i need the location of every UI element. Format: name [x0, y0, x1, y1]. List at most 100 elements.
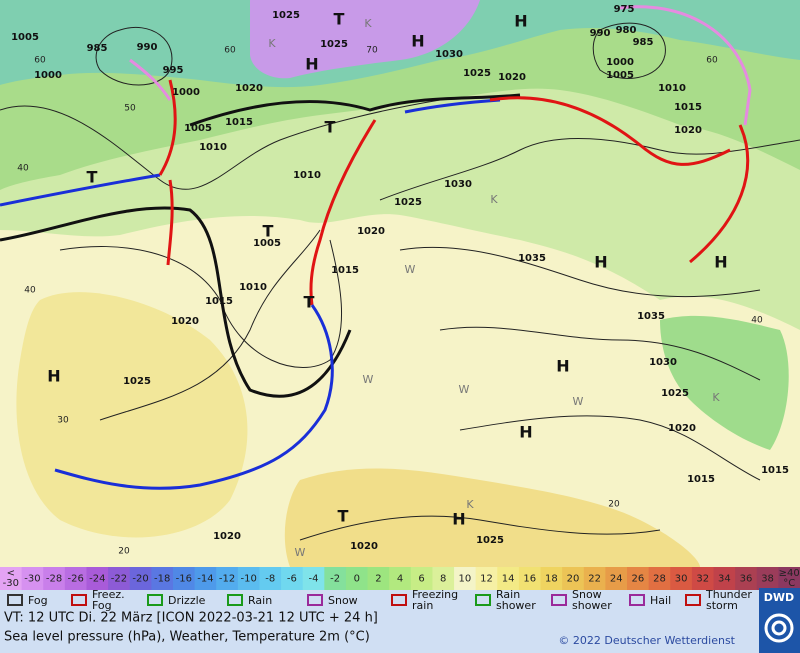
isobar-label: 1015 [761, 465, 789, 476]
colorbar-cell [410, 567, 433, 590]
air-mass-letter: K [490, 193, 498, 206]
green-region [660, 315, 789, 450]
colorbar-cell [540, 567, 563, 590]
copyright: © 2022 Deutscher Wetterdienst [558, 634, 735, 647]
colorbar-label: 6 [418, 574, 424, 585]
pressure-system: H [411, 32, 424, 51]
colorbar-label: -30 [24, 574, 40, 585]
isotherm-label: 30 [57, 416, 69, 426]
legend-label: Snow [328, 594, 358, 607]
air-mass-letter: W [405, 263, 416, 276]
colorbar-label: -16 [176, 574, 192, 585]
colorbar-label: 4 [397, 574, 403, 585]
colorbar-label: 8 [440, 574, 446, 585]
legend-label: Rain shower [496, 588, 536, 612]
isobar-label: 1000 [606, 57, 634, 68]
isobar-label: 1030 [444, 179, 472, 190]
pressure-system: T [304, 293, 315, 312]
colorbar-label: -18 [154, 574, 170, 585]
legend-symbol [551, 594, 567, 606]
isotherm-label: 50 [124, 104, 136, 114]
colorbar-cell [670, 567, 693, 590]
occlusion [619, 5, 752, 126]
colorbar-label: 36 [740, 574, 753, 585]
colorbar-cell [324, 567, 347, 590]
pressure-system: T [334, 10, 345, 29]
colorbar-label: -26 [68, 574, 84, 585]
colorbar-label: ≥40 [779, 568, 800, 579]
trough-line [0, 206, 352, 398]
isobar-label: 990 [137, 42, 158, 53]
legend-symbol [7, 594, 23, 606]
colorbar-cell [259, 567, 282, 590]
colorbar-label: 2 [375, 574, 381, 585]
isobar-label: 1030 [435, 49, 463, 60]
isobar-label: 1015 [331, 265, 359, 276]
colorbar-label: -22 [111, 574, 127, 585]
isobar-label: 990 [590, 28, 611, 39]
colorbar-cell [389, 567, 412, 590]
colorbar-cell [367, 567, 390, 590]
colorbar-label: -14 [197, 574, 213, 585]
isobar-label: 1015 [674, 102, 702, 113]
isobar-label: 1015 [225, 117, 253, 128]
legend-label: Snow shower [572, 588, 612, 612]
legend-symbol [475, 594, 491, 606]
colorbar-cell [43, 567, 66, 590]
colorbar-cell [454, 567, 477, 590]
legend-symbol [147, 594, 163, 606]
isotherm-label: 20 [118, 547, 130, 557]
warm-front [158, 79, 177, 266]
isobar-label: 1010 [658, 83, 686, 94]
air-mass-letter: K [364, 17, 372, 30]
colorbar-cell [151, 567, 174, 590]
map: 1005 985 990 995 1000 1000 1005 1010 1015 1020 102… [0, 0, 800, 567]
isobar-label: 1010 [199, 142, 227, 153]
legend-label: Freez. Fog [92, 588, 125, 612]
colorbar-label: 38 [761, 574, 774, 585]
isobar-label: 1005 [606, 70, 634, 81]
isobar-label: 1025 [394, 197, 422, 208]
legend-label: Freezing rain [412, 588, 458, 612]
colorbar-cell [713, 567, 736, 590]
air-mass-letter: W [573, 395, 584, 408]
colorbar-label: 24 [610, 574, 623, 585]
colorbar-label: -2 [330, 574, 340, 585]
dwd-logo-mark [771, 620, 787, 636]
pressure-system: H [594, 253, 607, 272]
colorbar-label: -10 [240, 574, 256, 585]
isobar-label: 995 [163, 65, 184, 76]
pressure-system: T [338, 507, 349, 526]
colorbar-cell [129, 567, 152, 590]
isotherm-label: 70 [366, 46, 378, 56]
air-mass-letter: W [295, 546, 306, 559]
dwd-logo-mark [764, 613, 794, 643]
isobars [0, 22, 800, 541]
colorbar-cell [302, 567, 325, 590]
legend-symbol [71, 594, 87, 606]
isobar-label: 1005 [11, 32, 39, 43]
warm-region [284, 468, 700, 567]
colorbar-cell [518, 567, 542, 590]
isobar-label: 980 [616, 25, 637, 36]
isobar-label: 1010 [293, 170, 321, 181]
air-mass-letter: W [363, 373, 374, 386]
colorbar-cell [432, 567, 455, 590]
legend-symbol [307, 594, 323, 606]
colorbar-label: 30 [675, 574, 688, 585]
footer-background [0, 590, 800, 653]
colorbar-label: 18 [545, 574, 558, 585]
colorbar-label: -30 [3, 578, 19, 589]
isobar-label: 1010 [239, 282, 267, 293]
isobar-label: 1015 [205, 296, 233, 307]
colorbar-cell [605, 567, 628, 590]
cold-front [0, 173, 161, 207]
colorbar-cell [583, 567, 606, 590]
colorbar-cell [194, 567, 217, 590]
pressure-system: H [514, 12, 527, 31]
pressure-system: H [714, 253, 727, 272]
colorbar-label: 12 [480, 574, 493, 585]
occluded-front [689, 124, 750, 264]
legend-label: Rain [248, 594, 272, 607]
pressure-system: H [47, 367, 60, 386]
